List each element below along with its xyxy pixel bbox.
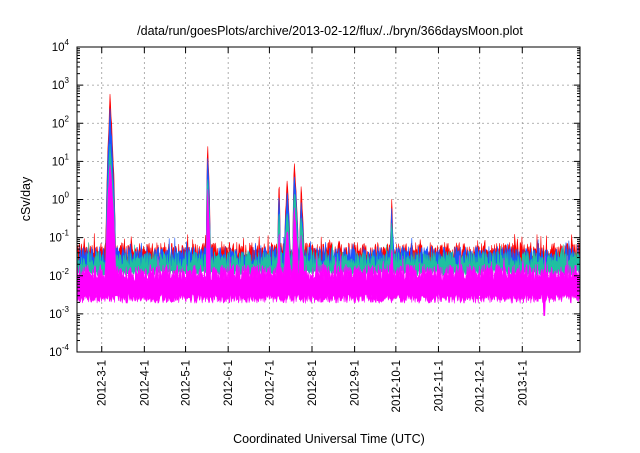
y-tick-label: 10-2 (49, 267, 69, 283)
y-tick-label: 100 (52, 191, 70, 207)
y-tick-label: 10-3 (49, 305, 69, 321)
series-layer (76, 93, 581, 316)
y-tick-label: 10-1 (49, 229, 69, 245)
x-tick-label: 2012-7-1 (264, 360, 276, 406)
y-tick-label: 104 (52, 38, 70, 54)
grid-layer (77, 47, 580, 352)
x-tick-label: 2012-5-1 (181, 360, 193, 406)
series-1-band (76, 93, 581, 267)
x-tick-label: 2012-6-1 (223, 360, 235, 406)
x-tick-label: 2012-3-1 (97, 360, 109, 406)
y-tick-label: 102 (52, 114, 70, 130)
y-tick-label: 101 (52, 152, 70, 168)
chart-title: /data/run/goesPlots/archive/2013-02-12/f… (137, 24, 523, 38)
x-axis-label: Coordinated Universal Time (UTC) (233, 432, 425, 446)
y-tick-label: 103 (52, 76, 70, 92)
series-4-band (76, 164, 581, 316)
x-tick-label: 2012-11-1 (433, 360, 445, 412)
y-axis: 10-4 10-3 10-2 10-1 100 101 102 103 104 (49, 38, 580, 359)
x-tick-label: 2012-9-1 (350, 360, 362, 406)
x-tick-label: 2012-4-1 (139, 360, 151, 406)
y-axis-label: cSv/day (19, 176, 33, 221)
x-axis: 2012-3-1 2012-4-1 2012-5-1 2012-6-1 2012-7-1… (97, 47, 529, 412)
x-tick-label: 2012-10-1 (391, 360, 403, 412)
x-tick-label: 2013-1-1 (517, 360, 529, 406)
y-tick-label: 10-4 (49, 343, 69, 359)
x-tick-label: 2012-8-1 (307, 360, 319, 406)
x-tick-label: 2012-12-1 (475, 360, 487, 412)
